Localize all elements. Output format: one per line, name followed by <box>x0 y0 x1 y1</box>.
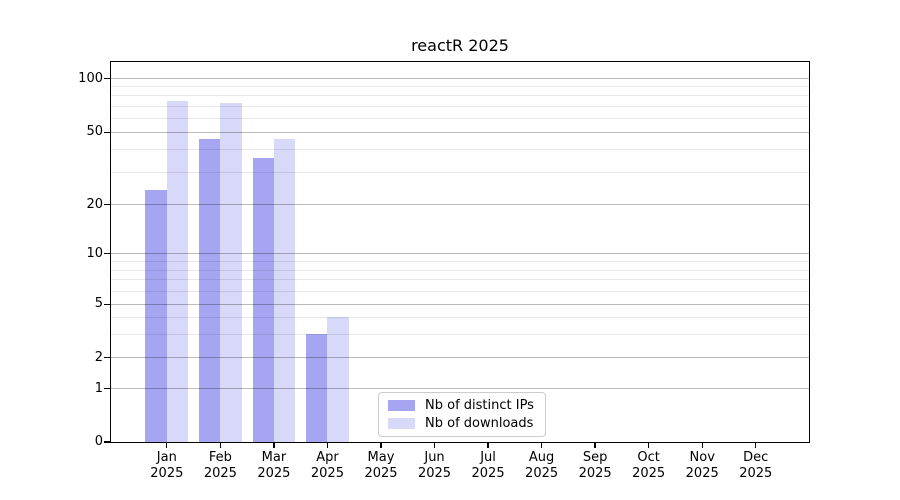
major-gridline <box>111 131 809 133</box>
y-tick-mark <box>104 131 110 133</box>
x-tick-mark <box>433 443 436 448</box>
x-tick-label-apr: Apr 2025 <box>310 450 344 481</box>
x-tick-label-feb: Feb 2025 <box>203 450 237 481</box>
x-tick-label-jun: Jun 2025 <box>417 450 452 481</box>
bar-feb-downloads <box>220 103 242 442</box>
minor-gridline <box>111 149 809 151</box>
bar-jan-downloads <box>166 100 189 442</box>
legend-item-downloads: Nb of downloads <box>388 416 536 431</box>
y-tick-label: 0 <box>94 434 103 449</box>
major-gridline <box>111 388 809 390</box>
x-tick-label-dec: Dec 2025 <box>739 450 773 481</box>
y-tick-label: 10 <box>86 245 103 261</box>
minor-gridline <box>111 269 809 271</box>
chart-title: reactR 2025 <box>411 36 509 55</box>
y-tick-mark <box>104 253 110 255</box>
bar-feb-distinct-ips <box>199 138 221 442</box>
y-tick-label: 1 <box>94 380 103 396</box>
x-tick-label-nov: Nov 2025 <box>685 450 719 481</box>
x-tick-mark <box>487 443 489 448</box>
bar-mar-downloads <box>273 138 296 442</box>
x-tick-label-may: May 2025 <box>364 450 398 481</box>
x-tick-label-oct: Oct 2025 <box>632 450 666 481</box>
y-tick-mark <box>104 303 110 306</box>
major-gridline <box>111 204 809 205</box>
minor-gridline <box>111 95 809 97</box>
x-tick-mark <box>273 443 275 448</box>
x-tick-mark <box>701 443 703 448</box>
minor-gridline <box>111 260 809 262</box>
y-tick-label: 2 <box>94 349 103 365</box>
y-tick-mark <box>104 78 110 80</box>
x-tick-mark <box>648 443 650 448</box>
minor-gridline <box>111 105 809 107</box>
legend-label: Nb of distinct IPs <box>425 398 534 413</box>
y-tick-mark <box>104 203 110 206</box>
bar-mar-distinct-ips <box>252 158 274 442</box>
x-tick-mark <box>540 443 543 448</box>
bar-apr-distinct-ips <box>306 334 328 442</box>
plot-area <box>110 61 810 443</box>
legend-label: Nb of downloads <box>425 416 534 431</box>
minor-gridline <box>111 86 809 88</box>
x-tick-label-sep: Sep 2025 <box>578 450 612 481</box>
y-tick-mark <box>104 387 110 390</box>
y-tick-mark <box>104 357 110 359</box>
major-gridline <box>111 357 809 359</box>
x-tick-mark <box>219 443 222 448</box>
y-tick-label: 20 <box>86 196 103 212</box>
y-tick-label: 100 <box>78 70 103 86</box>
x-tick-mark <box>594 443 596 448</box>
x-tick-mark <box>166 443 168 448</box>
minor-gridline <box>111 290 809 292</box>
x-tick-mark <box>380 443 382 448</box>
major-gridline <box>111 253 809 255</box>
major-gridline <box>111 303 809 305</box>
y-tick-mark <box>104 441 110 443</box>
minor-gridline <box>111 117 809 119</box>
y-tick-label: 5 <box>94 296 103 312</box>
downloads-swatch-icon <box>388 418 415 429</box>
x-tick-mark <box>326 443 329 448</box>
y-tick-label: 50 <box>86 124 103 140</box>
minor-gridline <box>111 333 809 335</box>
x-tick-mark <box>755 443 757 448</box>
x-tick-label-aug: Aug 2025 <box>525 450 559 481</box>
x-tick-label-mar: Mar 2025 <box>257 450 291 481</box>
bar-apr-downloads <box>327 317 349 442</box>
legend-item-distinct-ips: Nb of distinct IPs <box>388 398 536 413</box>
x-tick-label-jul: Jul 2025 <box>471 450 505 481</box>
minor-gridline <box>111 316 809 318</box>
major-gridline <box>111 78 809 80</box>
bar-jan-distinct-ips <box>145 190 167 442</box>
minor-gridline <box>111 172 809 174</box>
minor-gridline <box>111 279 809 281</box>
distinct-ips-swatch-icon <box>388 400 415 411</box>
legend: Nb of distinct IPs Nb of downloads <box>378 392 546 437</box>
x-tick-label-jan: Jan 2025 <box>150 450 184 481</box>
